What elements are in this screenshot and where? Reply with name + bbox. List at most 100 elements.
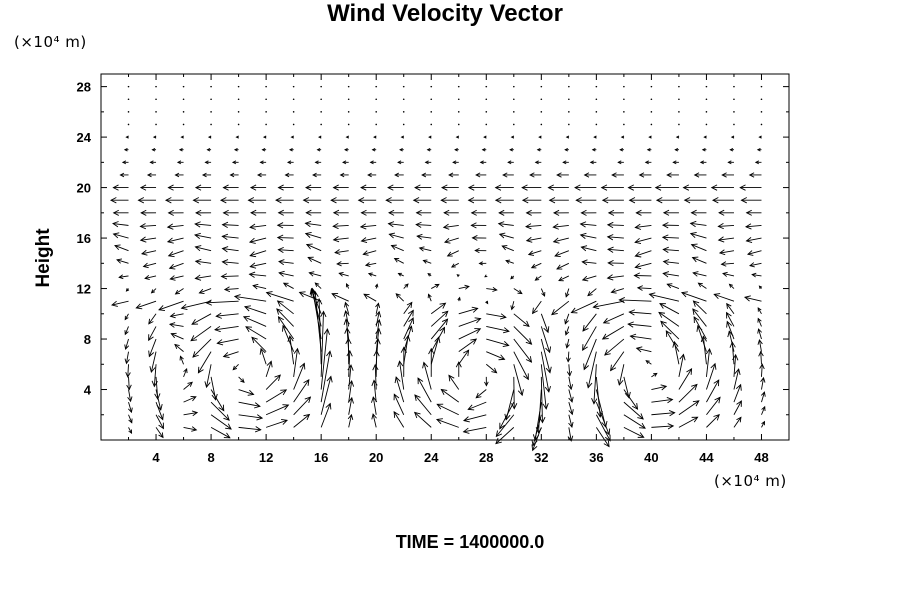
vector-dot — [320, 123, 322, 126]
wind-vector-head — [607, 246, 614, 253]
x-tick-label-32: 32 — [534, 450, 548, 465]
wind-vector-head — [499, 422, 505, 430]
wind-vector-head — [360, 237, 368, 244]
vector-dot — [430, 98, 433, 101]
wind-vector — [513, 288, 523, 294]
wind-vector-head — [556, 264, 563, 270]
wind-vector — [333, 224, 349, 227]
wind-vector-head — [124, 344, 130, 350]
wind-vector — [372, 413, 377, 428]
wind-vector — [151, 288, 157, 294]
wind-vector-head — [256, 172, 262, 178]
wind-vector — [128, 389, 132, 402]
wind-vector-head — [717, 223, 724, 230]
wind-vector-head — [620, 135, 625, 139]
wind-vector — [216, 313, 239, 317]
wind-vector — [348, 414, 352, 428]
wind-vector — [150, 351, 157, 373]
wind-vector-head — [124, 330, 129, 336]
wind-vector — [153, 364, 157, 387]
wind-vector — [722, 273, 735, 277]
wind-vector-head — [744, 223, 752, 230]
vector-dot — [678, 111, 680, 113]
wind-vector — [451, 262, 459, 268]
wind-vector — [217, 338, 239, 344]
wind-vector-head — [535, 427, 542, 434]
wind-vector — [678, 384, 698, 403]
wind-vector-head — [455, 135, 460, 139]
wind-vector-head — [662, 246, 669, 253]
wind-vector — [635, 250, 652, 257]
wind-vector — [320, 351, 331, 403]
wind-vector-head — [635, 346, 643, 353]
wind-vector-head — [646, 148, 651, 152]
wind-vector — [195, 223, 212, 226]
wind-vector-head — [345, 283, 350, 288]
wind-vector — [618, 364, 625, 386]
wind-vector — [423, 362, 432, 390]
wind-vector-head — [422, 361, 429, 369]
vector-dot — [595, 98, 598, 101]
wind-vector-head — [183, 367, 188, 374]
wind-vector — [335, 250, 349, 254]
wind-vector — [363, 250, 377, 255]
wind-vector — [623, 376, 630, 398]
wind-vector-head — [415, 209, 422, 216]
wind-vector — [623, 426, 644, 438]
wind-vector — [333, 237, 349, 241]
wind-vector-head — [387, 184, 394, 191]
wind-vector-head — [634, 251, 642, 258]
wind-vector-head — [564, 148, 568, 152]
wind-vector — [430, 302, 446, 315]
vector-dot — [292, 85, 295, 88]
wind-vector-head — [485, 300, 489, 305]
wind-vector — [693, 272, 707, 277]
wind-vector — [761, 406, 766, 415]
wind-vector-head — [510, 135, 515, 139]
wind-vector-head — [474, 317, 482, 324]
wind-vector-head — [142, 262, 149, 269]
wind-vector — [124, 326, 129, 335]
wind-vector-head — [543, 326, 550, 334]
wind-vector-head — [413, 411, 421, 419]
wind-vector — [486, 325, 510, 332]
wind-vector-head — [346, 349, 353, 357]
wind-vector — [191, 313, 212, 325]
wind-vector — [540, 338, 551, 373]
vector-dot — [623, 111, 625, 113]
wind-vector-head — [158, 305, 166, 312]
wind-vector-head — [417, 377, 424, 385]
x-tick-label-20: 20 — [369, 450, 383, 465]
wind-vector — [265, 419, 288, 428]
wind-vector — [629, 311, 652, 315]
wind-vector — [540, 364, 547, 409]
wind-vector — [277, 237, 294, 239]
wind-vector — [414, 412, 432, 428]
vector-dot — [457, 111, 460, 113]
wind-vector-head — [127, 407, 133, 414]
wind-vector-head — [552, 223, 559, 230]
wind-vector-head — [511, 403, 518, 410]
wind-vector-head — [249, 223, 256, 230]
wind-vector-head — [314, 282, 320, 287]
wind-vector-head — [728, 283, 733, 288]
wind-vector — [293, 379, 310, 403]
wind-vector — [728, 331, 735, 352]
wind-vector-head — [521, 197, 529, 204]
wind-vector — [169, 323, 184, 327]
wind-vector-head — [412, 197, 420, 204]
wind-vector-head — [494, 197, 502, 204]
wind-vector — [513, 313, 530, 327]
wind-vector — [658, 312, 680, 327]
wind-vector-head — [735, 383, 742, 391]
vector-dot — [182, 85, 185, 88]
wind-vector-head — [223, 286, 231, 293]
vector-dot — [265, 85, 267, 88]
wind-vector-head — [592, 303, 600, 310]
wind-vector-head — [523, 320, 530, 328]
wind-vector-head — [191, 410, 199, 417]
wind-vector-head — [509, 148, 513, 152]
wind-vector-head — [583, 172, 590, 178]
vector-dot — [182, 123, 185, 126]
wind-vector — [253, 285, 267, 289]
